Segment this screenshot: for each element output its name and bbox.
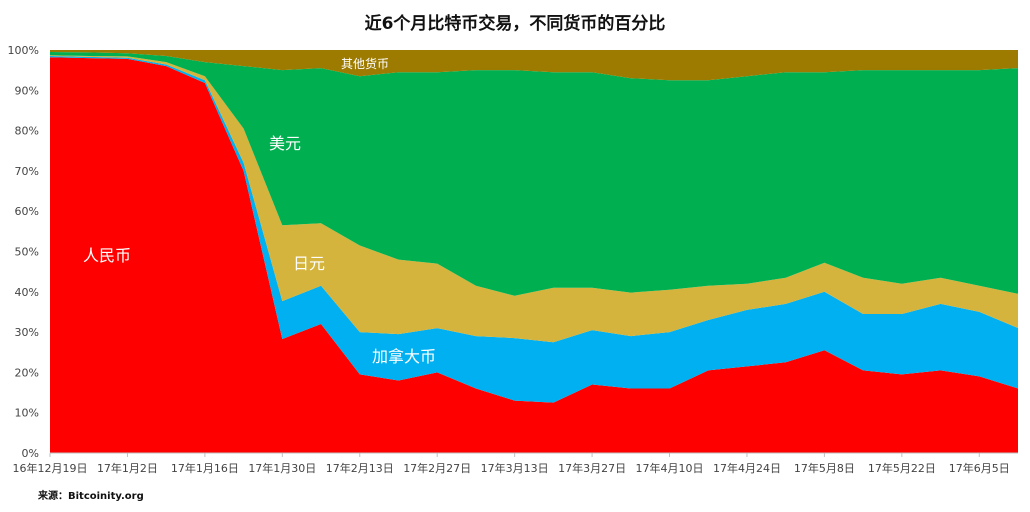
- y-tick-label: 70%: [15, 165, 39, 178]
- series-area-2: [50, 55, 1018, 343]
- series-label-1: 加拿大币: [372, 347, 436, 366]
- x-axis: 16年12月19日 17年1月2日 17年1月16日 17年1月30日 17年2月13日…: [13, 453, 1010, 475]
- y-tick-label: 30%: [15, 326, 39, 339]
- y-tick-label: 50%: [15, 246, 39, 259]
- x-tick-label: 17年5月22日: [868, 461, 936, 475]
- x-tick-label: 17年4月10日: [636, 461, 704, 475]
- x-tick-label: 17年5月8日: [794, 461, 855, 475]
- y-tick-label: 40%: [15, 286, 39, 299]
- x-tick-label: 17年1月2日: [97, 461, 158, 475]
- series-label-3: 美元: [269, 134, 301, 153]
- x-tick-label: 17年4月24日: [713, 461, 781, 475]
- x-tick-label: 17年6月5日: [949, 461, 1010, 475]
- y-axis: 0% 10% 20% 30% 40% 50% 60% 70% 80% 90% 100%: [8, 44, 1018, 460]
- y-tick-label: 20%: [15, 366, 39, 379]
- x-tick-label: 17年3月13日: [481, 461, 549, 475]
- series-label-4: 其他货币: [341, 56, 389, 71]
- series-area-4: [50, 50, 1018, 81]
- series-label-2: 日元: [293, 254, 325, 273]
- series-area-3: [50, 52, 1018, 296]
- series-area-1: [50, 56, 1018, 403]
- y-tick-label: 60%: [15, 205, 39, 218]
- x-tick-label: 17年3月27日: [558, 461, 626, 475]
- y-tick-label: 80%: [15, 125, 39, 138]
- series-area-0: [50, 57, 1018, 454]
- area-group: [50, 50, 1018, 454]
- y-tick-label: 100%: [8, 44, 39, 57]
- x-tick-label: 17年1月30日: [248, 461, 316, 475]
- y-tick-label: 0%: [22, 447, 39, 460]
- x-tick-label: 16年12月19日: [13, 461, 88, 475]
- series-label-0: 人民币: [83, 246, 131, 265]
- chart-title: 近6个月比特币交易，不同货币的百分比: [365, 13, 666, 34]
- y-tick-label: 10%: [15, 407, 39, 420]
- y-tick-label: 90%: [15, 84, 39, 97]
- x-tick-label: 17年2月27日: [403, 461, 471, 475]
- source-note: 来源：Bitcoinity.org: [37, 489, 144, 502]
- x-tick-label: 17年1月16日: [171, 461, 239, 475]
- x-tick-label: 17年2月13日: [326, 461, 394, 475]
